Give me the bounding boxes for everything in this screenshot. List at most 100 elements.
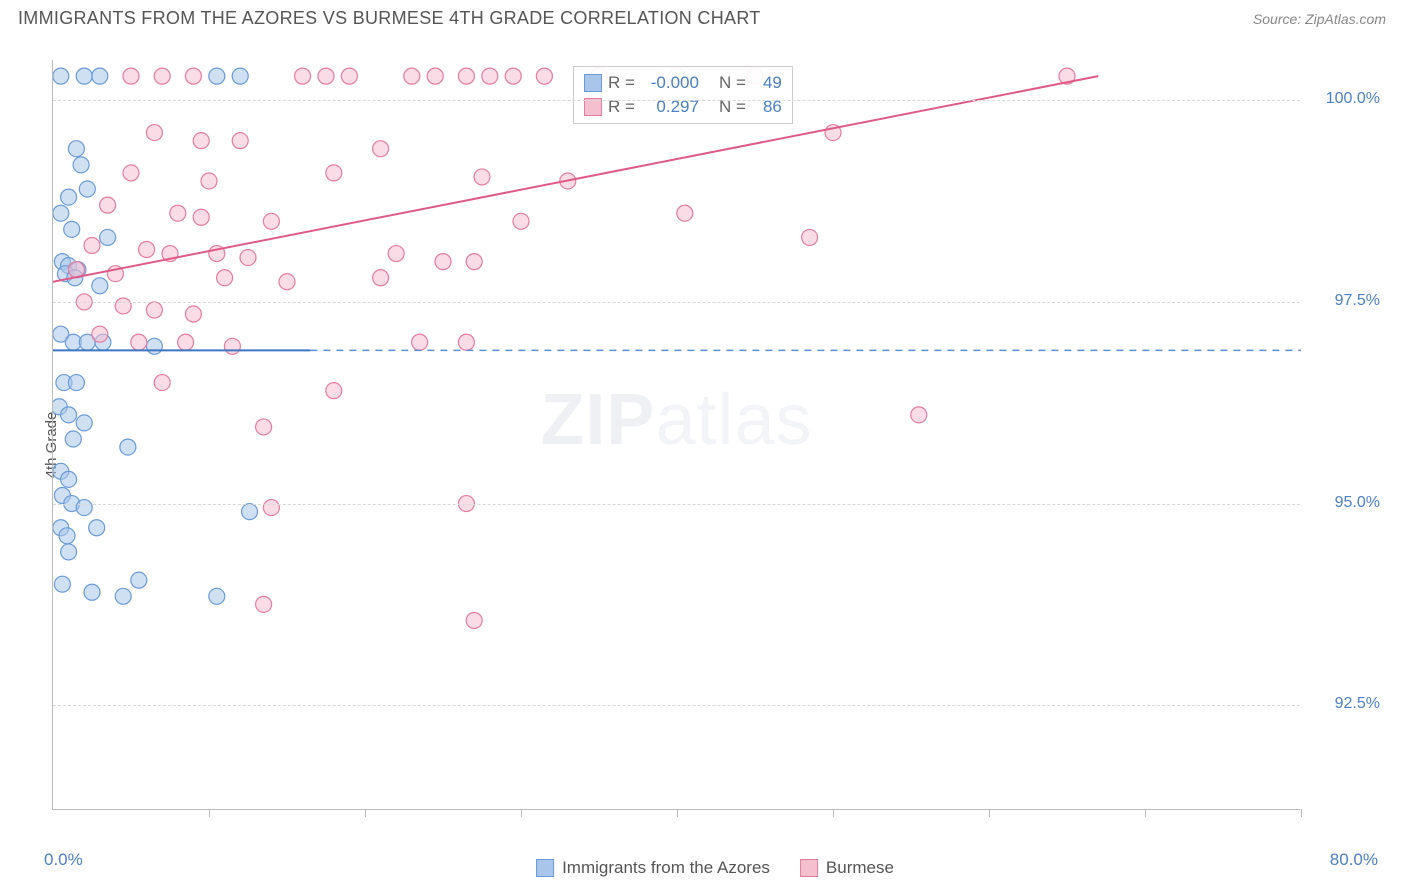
data-point [170, 205, 186, 221]
data-point [217, 270, 233, 286]
data-point [53, 205, 69, 221]
data-point [388, 246, 404, 262]
data-point [68, 375, 84, 391]
data-point [802, 229, 818, 245]
data-point [146, 125, 162, 141]
legend-item: Burmese [800, 858, 894, 878]
legend-label: Burmese [826, 858, 894, 878]
r-value: -0.000 [641, 73, 699, 93]
data-point [123, 68, 139, 84]
y-tick-label: 100.0% [1310, 90, 1380, 108]
chart-container: 4th Grade ZIPatlas R =-0.000N =49R =0.29… [40, 50, 1390, 840]
y-tick-label: 97.5% [1310, 292, 1380, 310]
scatter-svg [53, 60, 1301, 810]
data-point [178, 334, 194, 350]
data-point [115, 588, 131, 604]
data-point [318, 68, 334, 84]
data-point [84, 237, 100, 253]
data-point [61, 471, 77, 487]
legend-swatch [536, 859, 554, 877]
plot-area: ZIPatlas R =-0.000N =49R =0.297N =86 92.… [52, 60, 1300, 810]
data-point [84, 584, 100, 600]
data-point [458, 68, 474, 84]
legend-bottom: Immigrants from the Azores Burmese [536, 858, 894, 878]
legend-swatch [800, 859, 818, 877]
x-tick [1301, 809, 1302, 817]
data-point [193, 133, 209, 149]
data-point [139, 242, 155, 258]
data-point [201, 173, 217, 189]
data-point [209, 588, 225, 604]
legend-label: Immigrants from the Azores [562, 858, 770, 878]
y-tick-label: 92.5% [1310, 695, 1380, 713]
data-point [53, 68, 69, 84]
data-point [256, 419, 272, 435]
data-point [256, 596, 272, 612]
data-point [373, 141, 389, 157]
data-point [341, 68, 357, 84]
data-point [79, 181, 95, 197]
data-point [131, 572, 147, 588]
data-point [513, 213, 529, 229]
data-point [373, 270, 389, 286]
data-point [54, 576, 70, 592]
x-tick [1145, 809, 1146, 817]
data-point [295, 68, 311, 84]
data-point [115, 298, 131, 314]
data-point [466, 612, 482, 628]
data-point [92, 68, 108, 84]
data-point [61, 544, 77, 560]
data-point [232, 133, 248, 149]
data-point [100, 229, 116, 245]
x-axis-max-label: 80.0% [1330, 850, 1378, 870]
data-point [326, 165, 342, 181]
data-point [120, 439, 136, 455]
data-point [89, 520, 105, 536]
x-tick [209, 809, 210, 817]
n-label: N = [719, 73, 746, 93]
gridline-h [53, 504, 1300, 505]
chart-title: IMMIGRANTS FROM THE AZORES VS BURMESE 4T… [18, 8, 761, 29]
data-point [427, 68, 443, 84]
data-point [482, 68, 498, 84]
source-attribution: Source: ZipAtlas.com [1253, 11, 1386, 27]
data-point [146, 338, 162, 354]
data-point [193, 209, 209, 225]
data-point [185, 68, 201, 84]
data-point [412, 334, 428, 350]
x-tick [521, 809, 522, 817]
data-point [209, 68, 225, 84]
data-point [232, 68, 248, 84]
data-point [154, 68, 170, 84]
n-value: 49 [752, 73, 782, 93]
data-point [65, 431, 81, 447]
data-point [677, 205, 693, 221]
data-point [224, 338, 240, 354]
x-axis-min-label: 0.0% [44, 850, 83, 870]
data-point [185, 306, 201, 322]
data-point [326, 383, 342, 399]
data-point [466, 254, 482, 270]
legend-swatch [584, 74, 602, 92]
data-point [505, 68, 521, 84]
data-point [458, 334, 474, 350]
data-point [536, 68, 552, 84]
data-point [123, 165, 139, 181]
data-point [911, 407, 927, 423]
data-point [263, 213, 279, 229]
data-point [61, 189, 77, 205]
data-point [76, 415, 92, 431]
data-point [435, 254, 451, 270]
data-point [73, 157, 89, 173]
data-point [100, 197, 116, 213]
data-point [240, 250, 256, 266]
x-tick [677, 809, 678, 817]
data-point [68, 141, 84, 157]
x-tick [989, 809, 990, 817]
data-point [146, 302, 162, 318]
data-point [59, 528, 75, 544]
data-point [92, 278, 108, 294]
stats-row: R =0.297N =86 [584, 95, 782, 119]
legend-item: Immigrants from the Azores [536, 858, 770, 878]
data-point [404, 68, 420, 84]
